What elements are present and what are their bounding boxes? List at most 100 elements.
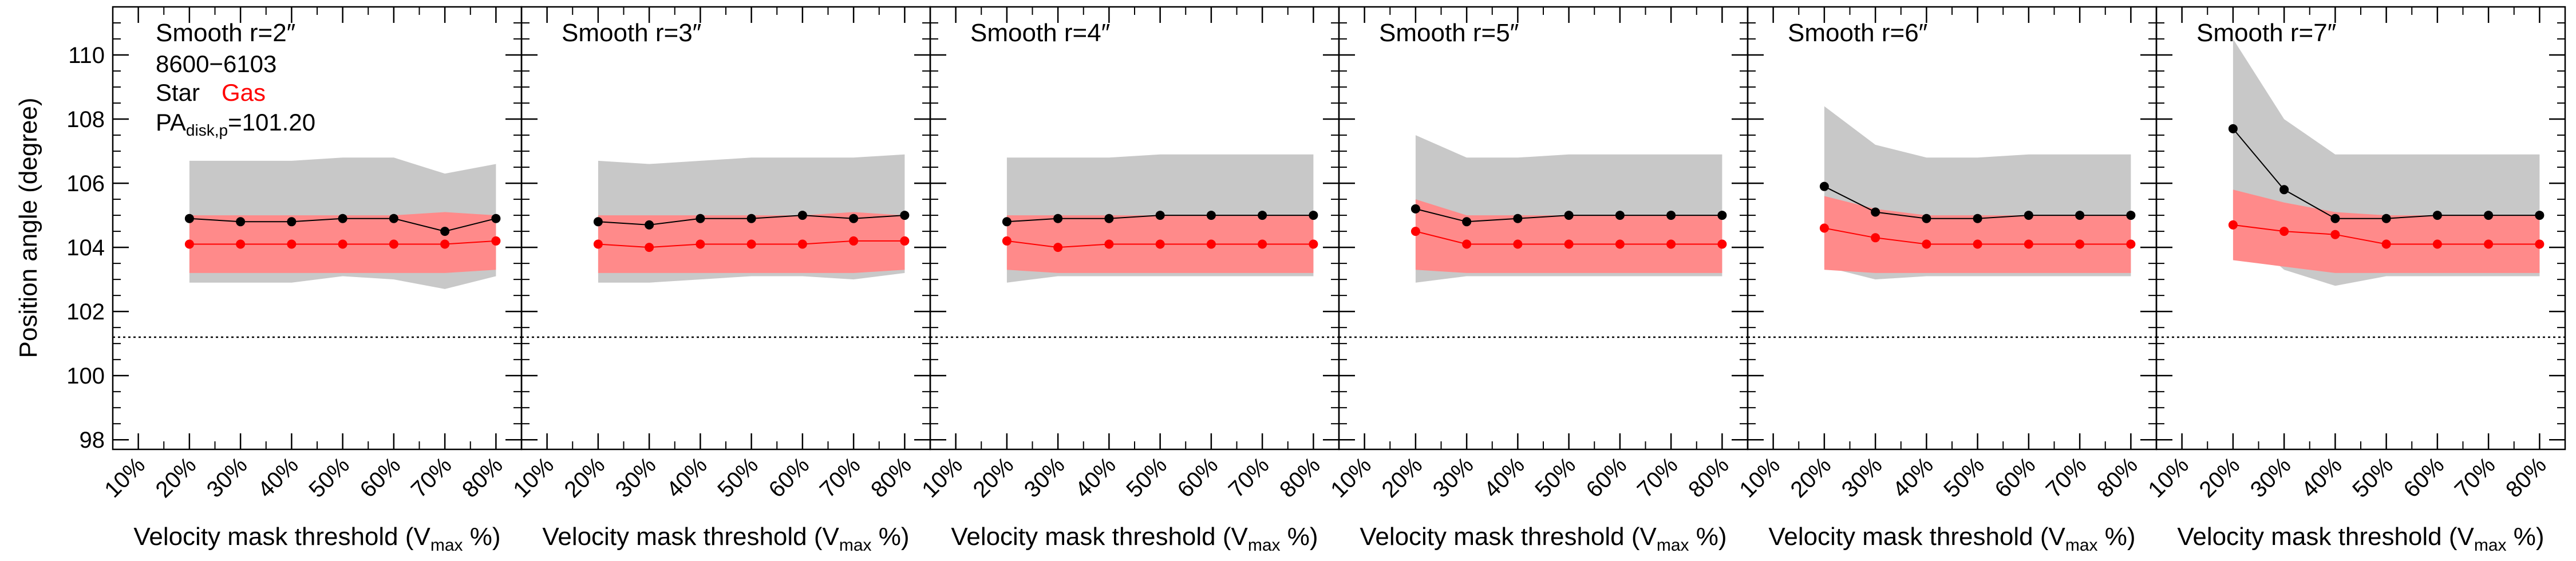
x-tick-label: 30% [1837,452,1887,503]
x-tick-label: 10% [508,452,559,503]
star-point [797,211,807,220]
x-tick-label: 50% [304,452,354,503]
pa-subscript: disk,p [186,121,228,139]
x-tick-label: 10% [917,452,967,503]
gas-point [1053,243,1063,252]
gas-band [2233,189,2540,273]
x-tick-label: 60% [1173,452,1223,503]
pa-disk-label: PAdisk,p=101.20 [156,109,315,139]
x-tick-label: 20% [1377,452,1428,503]
panel-title: Smooth r=4″ [970,19,1110,47]
gas-point [2126,239,2136,249]
x-tick-label: 70% [2450,452,2500,503]
x-tick-label: 30% [1020,452,1070,503]
gas-point [2330,230,2340,239]
x-tick-label: 60% [1582,452,1632,503]
x-axis-label-subscript: max [1248,536,1281,555]
x-axis-label-main: Velocity mask threshold (V [1360,523,1657,551]
x-tick-label: 80% [2501,452,2551,503]
x-tick-label: 60% [355,452,406,503]
gas-point [1462,239,1472,249]
star-point [338,214,347,223]
star-point [1717,211,1727,220]
panel-4: 10% 20% 30% 40% 50% 60% 70% 80% Smooth r=5″ Veloc… [1326,6,1749,555]
star-point [2484,211,2494,220]
star-point [1411,204,1420,214]
star-point [1564,211,1574,220]
x-tick-label: 50% [713,452,763,503]
x-axis-label: Velocity mask threshold (Vmax %) [951,523,1318,555]
star-point [440,227,450,236]
y-tick-label: 108 [66,107,105,132]
star-point [2535,211,2545,220]
gas-point [1002,236,1012,246]
y-axis-label: Position angle (degree) [14,98,42,358]
gas-point [900,236,910,246]
x-axis-label-suffix: %) [463,523,501,551]
x-tick-label: 60% [2399,452,2449,503]
x-axis-label: Velocity mask threshold (Vmax %) [1360,523,1726,555]
star-point [1206,211,1216,220]
x-tick-label: 70% [2041,452,2092,503]
star-point [1819,181,1829,191]
gas-point [1104,239,1114,249]
x-tick-label: 10% [1326,452,1376,503]
y-tick-label: 110 [68,43,105,68]
star-point [1666,211,1676,220]
star-point [2279,185,2289,195]
x-tick-label: 30% [1428,452,1479,503]
gas-point [2075,239,2085,249]
x-tick-label: 80% [866,452,916,503]
star-point [1513,214,1523,223]
x-tick-label: 40% [1888,452,1938,503]
panel-5: 10% 20% 30% 40% 50% 60% 70% 80% Smooth r=6″ Veloc… [1735,6,2158,555]
gas-point [1717,239,1727,249]
x-tick-label: 70% [815,452,866,503]
star-point [287,217,297,227]
x-tick-label: 30% [202,452,252,503]
y-tick-label: 98 [80,428,105,453]
star-point [1615,211,1625,220]
gas-point [1973,239,1982,249]
x-tick-label: 80% [1684,452,1734,503]
y-tick-label: 106 [66,171,105,196]
x-axis-label-suffix: %) [2098,523,2136,551]
y-tick-label: 104 [66,235,105,260]
x-axis-label-suffix: %) [1689,523,1727,551]
gas-point [797,239,807,249]
gas-point [1155,239,1165,249]
star-point [1053,214,1063,223]
gas-point [1819,223,1829,233]
gas-point [236,239,246,249]
x-axis-label-main: Velocity mask threshold (V [133,523,430,551]
x-axis-label: Velocity mask threshold (Vmax %) [1768,523,2135,555]
panel-title: Smooth r=6″ [1788,19,1927,47]
gas-point [1206,239,1216,249]
star-point [2228,124,2238,133]
x-tick-label: 40% [1070,452,1121,503]
x-axis-label-subscript: max [430,536,463,555]
star-point [1973,214,1982,223]
gas-point [2279,227,2289,236]
gas-point [1564,239,1574,249]
x-axis-label: Velocity mask threshold (Vmax %) [542,523,909,555]
x-tick-label: 40% [253,452,303,503]
gas-point [440,239,450,249]
x-tick-label: 40% [662,452,712,503]
x-tick-label: 10% [100,452,150,503]
x-tick-label: 70% [1224,452,1274,503]
x-tick-label: 80% [457,452,508,503]
legend-star-label: Star [156,79,200,106]
x-axis-label-subscript: max [1657,536,1689,555]
panel-title: Smooth r=3″ [562,19,701,47]
panel-title: Smooth r=7″ [2196,19,2336,47]
x-axis-label-main: Velocity mask threshold (V [951,523,1248,551]
star-point [2381,214,2391,223]
x-tick-label: 60% [1990,452,2041,503]
x-tick-label: 80% [2092,452,2143,503]
x-axis-label-main: Velocity mask threshold (V [542,523,839,551]
x-axis-label: Velocity mask threshold (Vmax %) [133,523,500,555]
